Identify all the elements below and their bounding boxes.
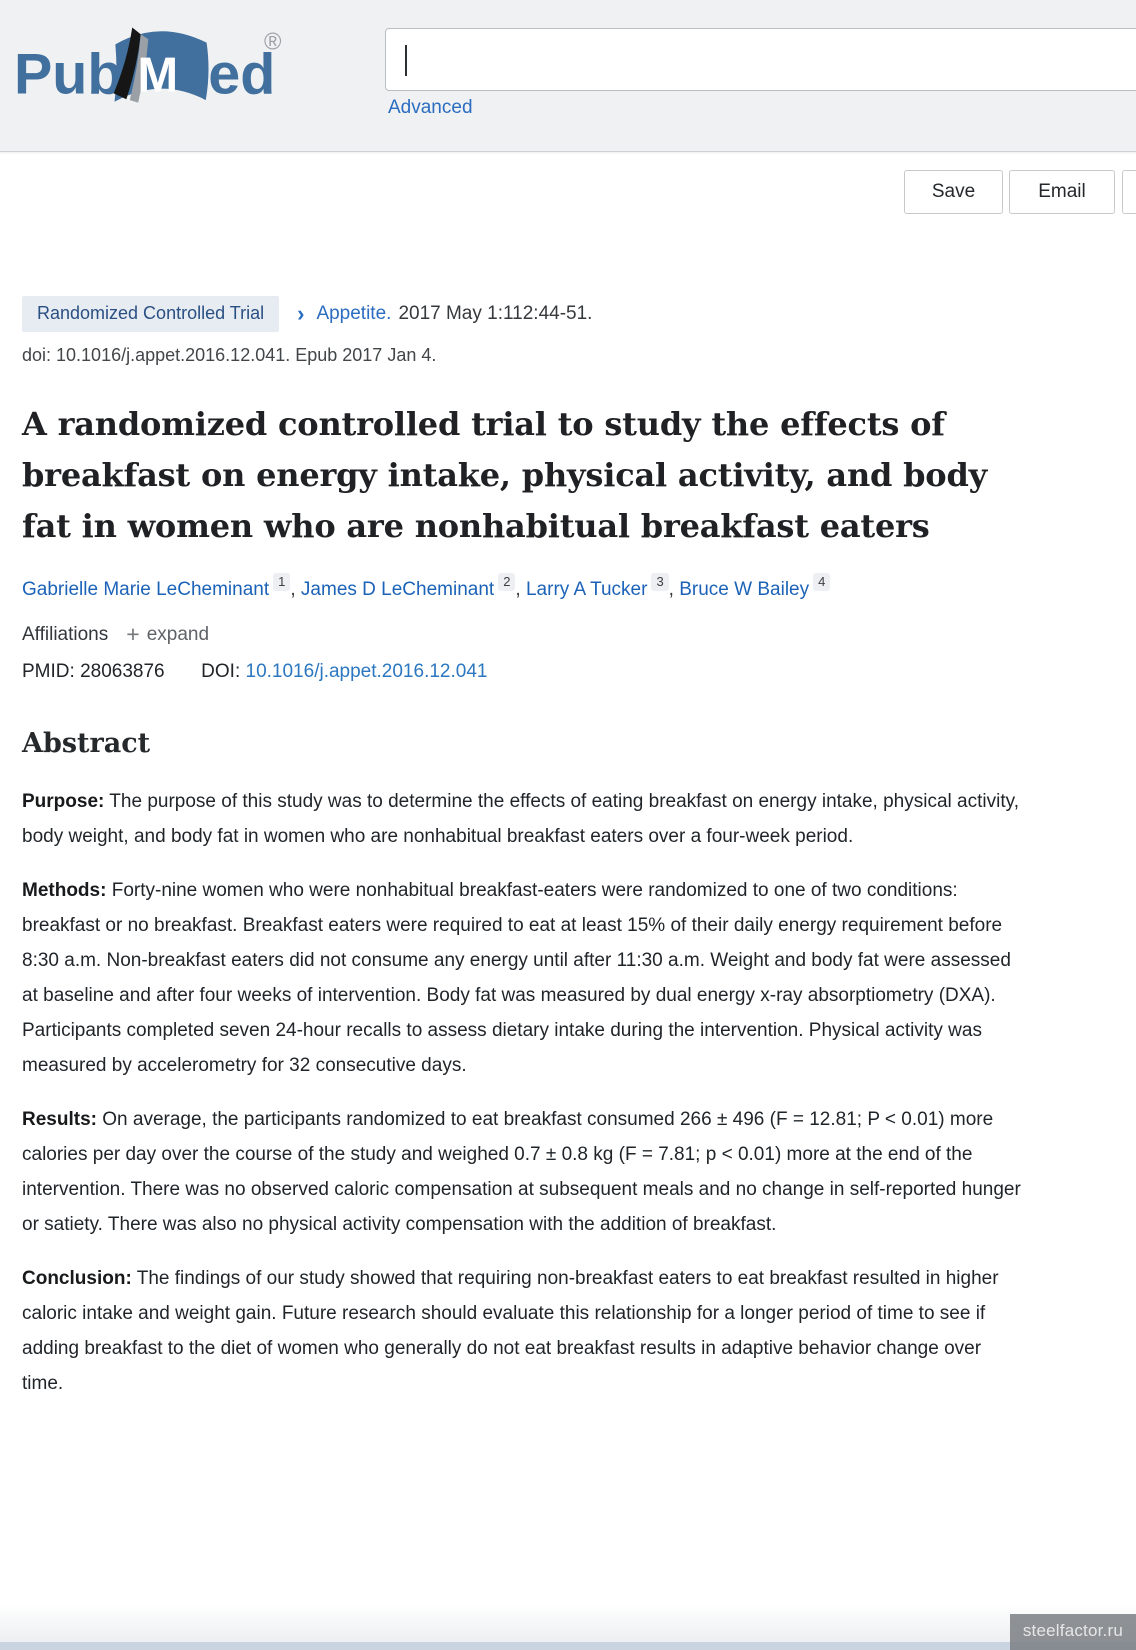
abstract-paragraph: Results: On average, the participants ra…	[22, 1109, 1021, 1235]
citation-row: Randomized Controlled Trial › Appetite. …	[22, 296, 1057, 332]
author-affiliation-badge: 2	[498, 573, 516, 591]
logo-text-pub: Pub	[14, 42, 122, 106]
authors-line: Gabrielle Marie LeCheminant 1, James D Le…	[22, 573, 1057, 601]
expand-label: expand	[146, 623, 210, 645]
logo-text-ed: ed	[208, 42, 275, 106]
abstract-body: Purpose: The purpose of this study was t…	[22, 784, 1027, 1401]
abstract-section-label: Methods:	[22, 880, 107, 901]
affiliations-label: Affiliations	[22, 623, 109, 645]
search-input[interactable]	[385, 28, 1136, 91]
email-button[interactable]: Email	[1009, 170, 1115, 214]
author-affiliation-badge: 1	[273, 573, 291, 591]
author-link[interactable]: James D LeCheminant	[300, 579, 495, 600]
abstract-section-label: Conclusion:	[22, 1268, 132, 1289]
author-affiliation-badge: 4	[813, 573, 831, 591]
author-link[interactable]: Larry A Tucker	[525, 579, 648, 600]
save-button[interactable]: Save	[904, 170, 1003, 214]
header: Pub M ed ® Advanced	[0, 0, 1136, 152]
doi-line: doi: 10.1016/j.appet.2016.12.041. Epub 2…	[22, 345, 437, 365]
doi-label: DOI:	[201, 661, 241, 682]
journal-link[interactable]: Appetite.	[316, 303, 392, 324]
cutoff-button[interactable]	[1122, 170, 1136, 214]
author-link[interactable]: Bruce W Bailey	[679, 579, 810, 600]
chevron-right-icon: ›	[297, 301, 305, 326]
abstract-paragraph: Conclusion: The findings of our study sh…	[22, 1268, 999, 1394]
pmid-label: PMID:	[22, 661, 75, 682]
author-link[interactable]: Gabrielle Marie LeCheminant	[22, 579, 270, 600]
abstract-paragraph: Methods: Forty-nine women who were nonha…	[22, 880, 1011, 1076]
pmid-value: 28063876	[80, 661, 165, 682]
pubmed-logo[interactable]: Pub M ed ®	[14, 22, 286, 114]
author-separator: ,	[668, 579, 680, 600]
article-title: A randomized controlled trial to study t…	[22, 405, 988, 545]
author-separator: ,	[290, 579, 301, 600]
citation-date: 2017 May 1:112:44-51.	[398, 303, 593, 324]
plus-icon: +	[126, 621, 140, 647]
article: Randomized Controlled Trial › Appetite. …	[22, 296, 1057, 1420]
logo-text-m: M	[137, 49, 178, 103]
abstract-section-label: Results:	[22, 1109, 97, 1130]
advanced-search-link[interactable]: Advanced	[388, 97, 473, 118]
author-separator: ,	[515, 579, 526, 600]
abstract-heading: Abstract	[22, 728, 151, 759]
registered-mark: ®	[264, 29, 282, 55]
identifiers-row: PMID: 28063876 DOI: 10.1016/j.appet.2016…	[22, 661, 1057, 683]
book-page-dark	[113, 27, 141, 100]
author-affiliation-badge: 3	[651, 573, 669, 591]
pubmed-logo-icon: Pub M ed ®	[14, 27, 282, 106]
watermark: steelfactor.ru	[1009, 1614, 1136, 1650]
book-page-gray	[129, 34, 149, 103]
doi-link[interactable]: 10.1016/j.appet.2016.12.041	[245, 661, 488, 682]
expand-affiliations-button[interactable]: + expand	[126, 623, 209, 646]
affiliations-row: Affiliations + expand	[22, 623, 1057, 646]
abstract-paragraph: Purpose: The purpose of this study was t…	[22, 791, 1019, 847]
bottom-strip	[0, 1642, 1136, 1650]
publication-type-badge[interactable]: Randomized Controlled Trial	[22, 296, 280, 332]
text-cursor	[405, 45, 407, 76]
abstract-section-label: Purpose:	[22, 791, 105, 812]
